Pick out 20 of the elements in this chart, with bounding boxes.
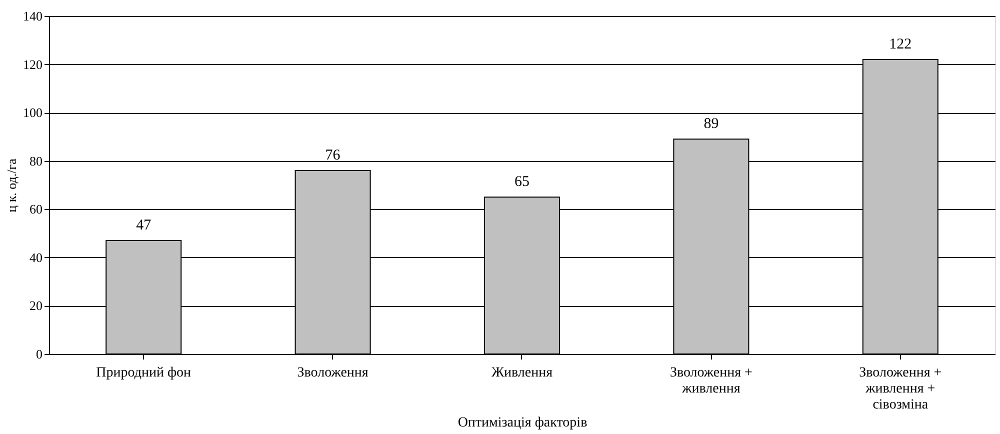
y-tick-label: 40	[30, 250, 42, 265]
data-label: 89	[704, 116, 719, 132]
y-tick-label: 20	[30, 298, 42, 314]
x-tick-label: Зволоження + живлення	[670, 366, 753, 396]
x-tick-label: Живлення	[491, 366, 554, 380]
x-axis-title: Оптимізація факторів	[458, 416, 588, 430]
y-tick-label: 120	[23, 56, 42, 72]
x-tick-label: Природний фон	[96, 366, 192, 380]
data-label: 76	[325, 148, 341, 164]
y-tick-label: 60	[30, 202, 42, 217]
x-tick-label: Зволоження	[297, 366, 369, 380]
data-label: 122	[889, 36, 912, 52]
y-tick-label: 0	[36, 346, 42, 362]
x-tick-label: Зволоження + живлення + сівозміна	[859, 366, 942, 412]
data-label: 65	[514, 174, 530, 190]
y-tick-label: 140	[23, 8, 42, 24]
y-axis-title: ц к. од./га	[4, 158, 19, 212]
y-tick-label: 80	[30, 153, 42, 168]
y-tick-label: 100	[23, 105, 42, 120]
data-label: 47	[136, 218, 152, 234]
